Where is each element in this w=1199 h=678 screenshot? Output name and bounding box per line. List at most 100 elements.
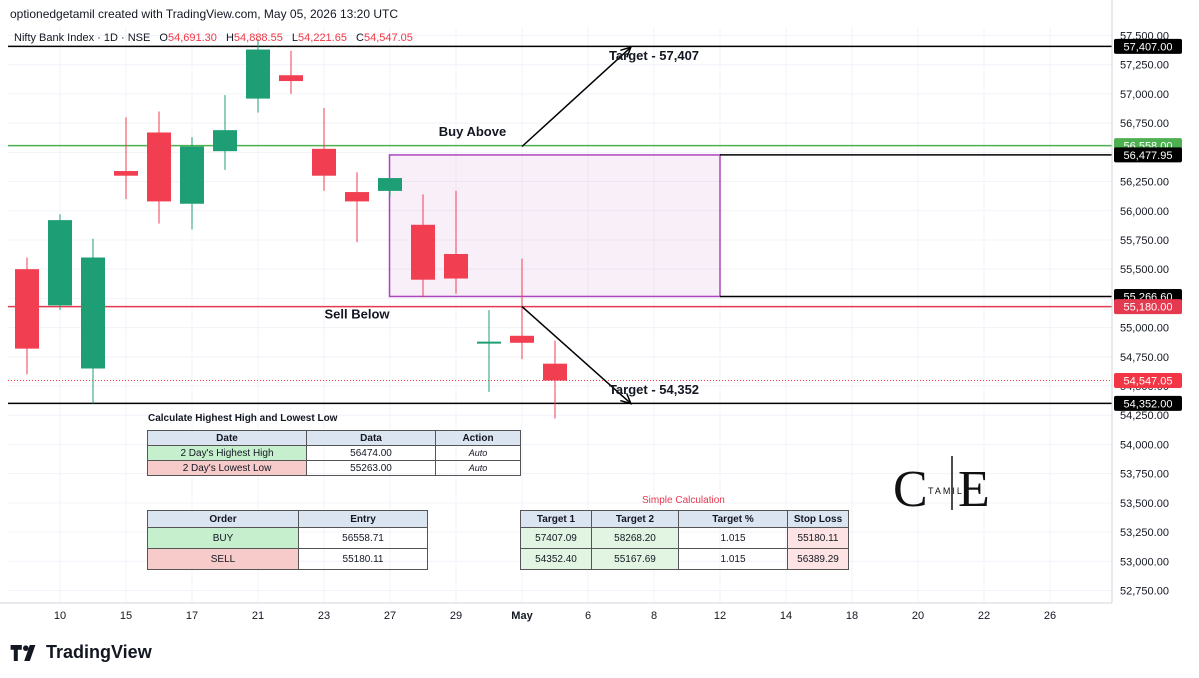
tamil-logo: C E TAMIL [893,456,990,518]
price-tick-label: 56,250.00 [1120,177,1169,189]
calc-cell: 55167.69 [591,548,679,570]
order-cell: 55180.11 [298,548,428,570]
table-row: 54352.40 55167.69 1.015 56389.29 [520,548,849,570]
candle-down [345,172,369,243]
hhll-table: Date Data Action 2 Day's Highest High 56… [147,430,521,476]
candle-body [444,253,468,279]
time-tick-label: 21 [252,610,264,622]
tradingview-logo[interactable]: TradingView [10,642,152,663]
price-tick-label: 53,750.00 [1120,469,1169,481]
price-tick-label: 55,750.00 [1120,235,1169,247]
time-tick-label: 22 [978,610,990,622]
time-axis[interactable]: 10 15 17 21 23 27 29 May 6 8 12 14 18 20 22 26 [0,602,1112,622]
price-tick-label: 54,750.00 [1120,352,1169,364]
table-row: 2 Day's Lowest Low 55263.00 Auto [147,460,521,476]
calc-header-target2: Target 2 [591,510,679,528]
target-high-label: Target - 57,407 [609,48,699,63]
candle-body [180,146,204,204]
sell-below-price-tag [1114,299,1182,315]
table-row: 57407.09 58268.20 1.015 55180.11 [520,527,849,549]
price-tick-label: 53,500.00 [1120,498,1169,510]
calc-header-target-pct: Target % [678,510,788,528]
ohlc-low: 54,221.65 [298,32,347,44]
symbol-title: Nifty Bank Index · 1D · NSE [14,32,150,44]
time-tick-label: 27 [384,610,396,622]
candle-up [477,310,501,392]
price-tick-label: 54,250.00 [1120,410,1169,422]
sell-below-label: Sell Below [324,306,390,321]
candles-layer[interactable] [15,39,567,419]
sell-below-price-label: 55,180.00 [1124,302,1173,314]
candle-body [378,178,402,191]
buy-arrow-line [521,46,632,148]
logo-letter-e: E [958,461,990,518]
target-low-price-label: 54,352.00 [1124,398,1173,410]
candle-down [312,107,336,191]
hhll-cell: 2 Day's Highest High [147,445,307,461]
buy-arrow-head [620,46,633,58]
price-tick-label: 55,000.00 [1120,323,1169,335]
candle-down [411,194,435,298]
box-top-price-label: 56,477.95 [1124,150,1173,162]
candle-body [114,171,138,176]
order-table: Order Entry BUY 56558.71 SELL 55180.11 [147,510,428,570]
candle-down [147,111,171,224]
order-cell: 56558.71 [298,527,428,549]
candle-up [378,178,402,197]
ohlc-h-label: H [226,32,234,44]
candle-body [345,192,369,202]
calc-cell: 56389.29 [787,548,849,570]
order-header-order: Order [147,510,299,528]
ohlc-l-label: L [292,32,298,44]
hhll-header-date: Date [147,430,307,446]
price-tick-label: 54,000.00 [1120,439,1169,451]
target-low-price-tag [1114,395,1182,411]
arrows-layer [521,46,633,405]
hhll-cell: 2 Day's Lowest Low [147,460,307,476]
candle-body [213,130,237,152]
sell-arrow-head [620,393,633,405]
candle-body [312,148,336,176]
price-tick-label: 57,250.00 [1120,60,1169,72]
candle-down [444,190,468,294]
zone-box-layer [388,154,721,298]
order-cell: SELL [147,548,299,570]
time-tick-label: 8 [651,610,657,622]
svg-text:Nifty Bank Index · 1D · NSE: Nifty Bank Index · 1D · NSE O54,691.30 H… [14,32,413,44]
candle-body [543,363,567,381]
price-chart[interactable]: Target - 57,407 Buy Above Sell Below Target… [0,0,1199,635]
levels-layer [8,45,1112,405]
price-tick-label: 52,750.00 [1120,586,1169,598]
calc-cell: 58268.20 [591,527,679,549]
candle-down [543,340,567,419]
candle-body [510,335,534,343]
calc-cell: 54352.40 [520,548,592,570]
last-price-price-label: 54,547.05 [1124,376,1173,388]
tradingview-wordmark: TradingView [46,642,152,662]
candle-down [15,257,39,375]
hhll-cell: Auto [435,460,521,476]
zone-box [388,154,721,298]
calc-table: Target 1 Target 2 Target % Stop Loss 574… [520,510,849,570]
time-tick-label: 18 [846,610,858,622]
time-tick-label: 26 [1044,610,1056,622]
table-row: 2 Day's Highest High 56474.00 Auto [147,445,521,461]
time-tick-label: 15 [120,610,132,622]
calc-title: Simple Calculation [642,495,725,506]
time-tick-label: 23 [318,610,330,622]
candle-body [147,132,171,202]
calc-cell: 57407.09 [520,527,592,549]
time-tick-label: May [511,610,533,622]
ohlc-open: 54,691.30 [168,32,217,44]
table-row: BUY 56558.71 [147,527,428,549]
price-tick-label: 53,250.00 [1120,527,1169,539]
time-tick-label: 29 [450,610,462,622]
time-tick-label: 10 [54,610,66,622]
time-tick-label: 17 [186,610,198,622]
candle-down [510,258,534,360]
candle-body [279,75,303,82]
candle-up [81,238,105,404]
candle-body [15,269,39,349]
candle-up [180,137,204,230]
candle-up [48,214,72,311]
